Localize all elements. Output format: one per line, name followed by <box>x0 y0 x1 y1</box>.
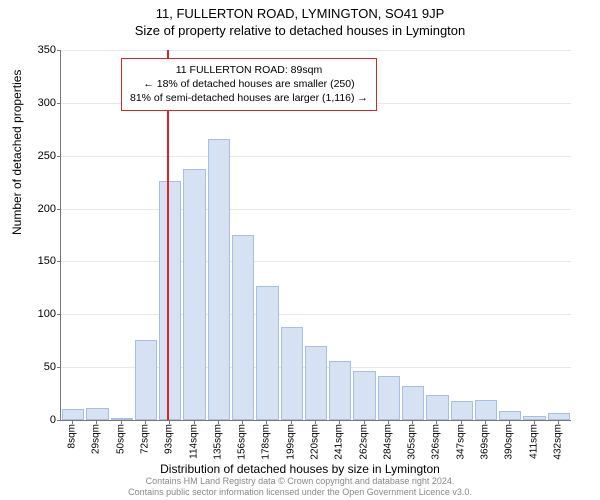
histogram-bar <box>208 139 230 420</box>
xtick-label: 411sqm <box>528 424 539 459</box>
xtick-label: 178sqm <box>261 424 272 460</box>
histogram-bar <box>378 376 400 420</box>
xtick-label: 93sqm <box>164 424 175 454</box>
xtick-label: 114sqm <box>188 424 199 459</box>
ytick-label: 200 <box>16 203 56 215</box>
gridline <box>61 261 571 262</box>
xtick-label: 29sqm <box>91 424 102 454</box>
chart-subtitle: Size of property relative to detached ho… <box>0 21 600 42</box>
gridline <box>61 156 571 157</box>
xtick-label: 72sqm <box>140 424 151 454</box>
histogram-bar <box>548 413 570 420</box>
xtick-label: 369sqm <box>480 424 491 460</box>
histogram-bar <box>426 395 448 420</box>
histogram-bar <box>499 411 521 421</box>
ytick-label: 350 <box>16 44 56 56</box>
ytick-label: 0 <box>16 414 56 426</box>
histogram-bar <box>86 408 108 420</box>
ytick-mark <box>57 261 61 262</box>
xtick-label: 241sqm <box>334 424 345 460</box>
xtick-label: 284sqm <box>382 424 393 460</box>
xtick-label: 8sqm <box>67 424 78 448</box>
xtick-label: 50sqm <box>115 424 126 454</box>
ytick-mark <box>57 50 61 51</box>
annotation-box: 11 FULLERTON ROAD: 89sqm← 18% of detache… <box>121 58 377 111</box>
chart-area: 11 FULLERTON ROAD: 89sqm← 18% of detache… <box>60 50 570 420</box>
ytick-mark <box>57 314 61 315</box>
histogram-bar <box>135 340 157 420</box>
histogram-bar <box>353 371 375 420</box>
footer-line-2: Contains public sector information licen… <box>0 487 600 498</box>
annotation-line: ← 18% of detached houses are smaller (25… <box>130 77 368 91</box>
histogram-bar <box>232 235 254 420</box>
ytick-label: 50 <box>16 361 56 373</box>
histogram-bar <box>159 181 181 420</box>
gridline <box>61 209 571 210</box>
ytick-label: 250 <box>16 150 56 162</box>
gridline <box>61 314 571 315</box>
histogram-bar <box>183 169 205 420</box>
histogram-bar <box>451 401 473 420</box>
histogram-bar <box>62 409 84 420</box>
ytick-mark <box>57 367 61 368</box>
ytick-label: 100 <box>16 308 56 320</box>
annotation-line: 81% of semi-detached houses are larger (… <box>130 91 368 105</box>
ytick-mark <box>57 209 61 210</box>
ytick-mark <box>57 103 61 104</box>
xtick-label: 432sqm <box>552 424 563 460</box>
xtick-label: 390sqm <box>504 424 515 460</box>
xtick-label: 220sqm <box>310 424 321 460</box>
ytick-label: 150 <box>16 255 56 267</box>
xtick-label: 262sqm <box>358 424 369 460</box>
histogram-bar <box>281 327 303 420</box>
ytick-mark <box>57 420 61 421</box>
xtick-label: 135sqm <box>212 424 223 460</box>
plot-region: 11 FULLERTON ROAD: 89sqm← 18% of detache… <box>60 50 571 421</box>
xtick-label: 199sqm <box>285 424 296 460</box>
xtick-label: 305sqm <box>407 424 418 460</box>
xtick-label: 347sqm <box>455 424 466 460</box>
histogram-bar <box>475 400 497 420</box>
histogram-bar <box>329 361 351 420</box>
histogram-bar <box>256 286 278 420</box>
x-axis-label: Distribution of detached houses by size … <box>0 462 600 476</box>
xtick-label: 156sqm <box>237 424 248 460</box>
ytick-mark <box>57 156 61 157</box>
gridline <box>61 50 571 51</box>
xtick-label: 326sqm <box>431 424 442 460</box>
ytick-label: 300 <box>16 97 56 109</box>
footer-attribution: Contains HM Land Registry data © Crown c… <box>0 476 600 498</box>
histogram-bar <box>402 386 424 420</box>
histogram-bar <box>305 346 327 420</box>
footer-line-1: Contains HM Land Registry data © Crown c… <box>0 476 600 487</box>
annotation-line: 11 FULLERTON ROAD: 89sqm <box>130 63 368 77</box>
page-title: 11, FULLERTON ROAD, LYMINGTON, SO41 9JP <box>0 0 600 21</box>
